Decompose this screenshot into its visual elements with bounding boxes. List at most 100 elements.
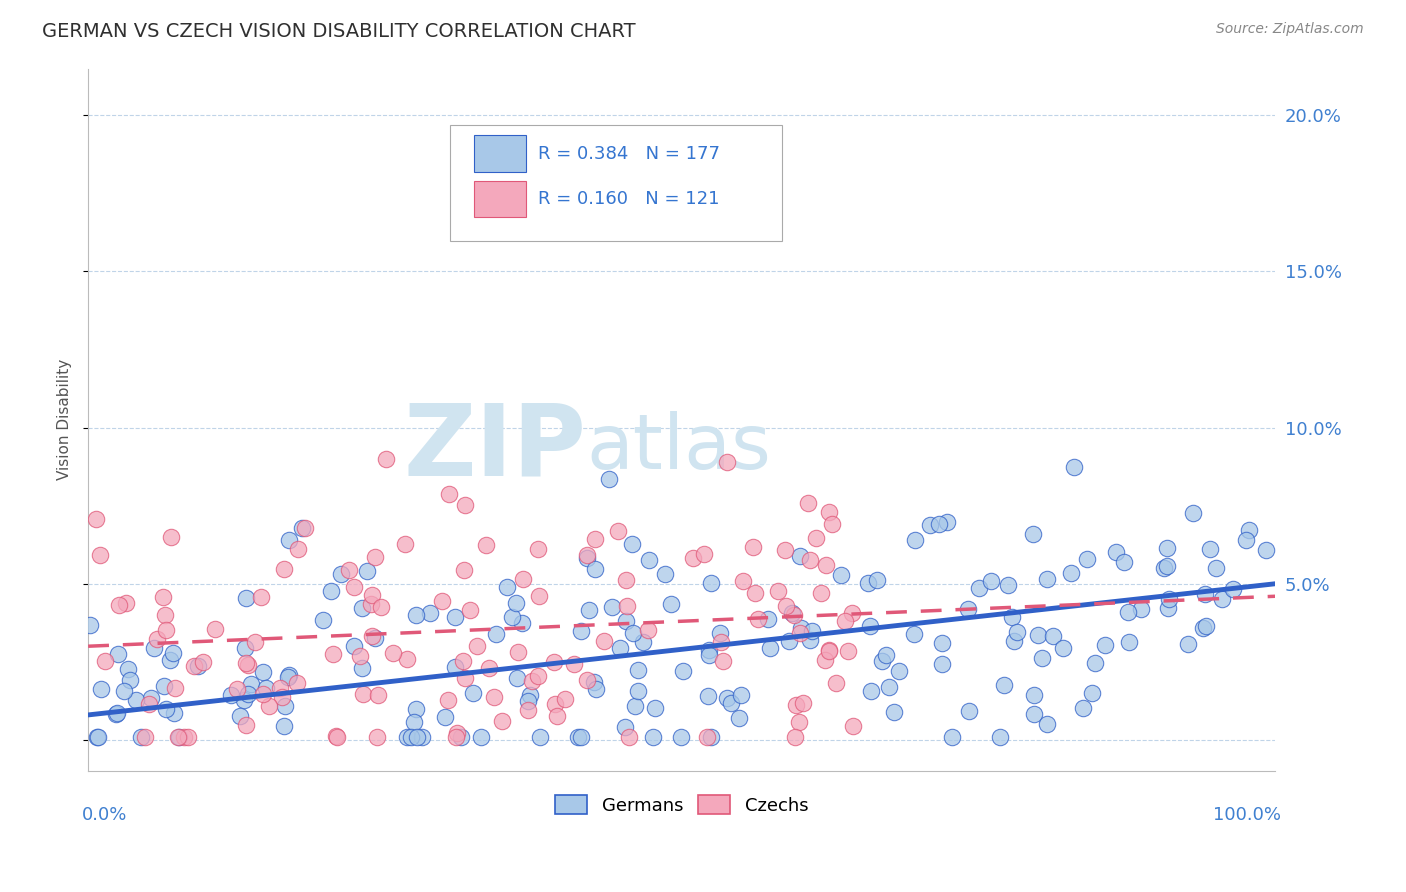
Point	[583, 532, 606, 546]
Point	[1052, 641, 1074, 656]
Point	[90, 682, 112, 697]
Point	[790, 621, 813, 635]
Point	[183, 659, 205, 673]
Point	[239, 677, 262, 691]
Point	[444, 730, 467, 744]
Point	[621, 536, 644, 550]
Point	[1222, 582, 1244, 597]
Point	[578, 603, 600, 617]
Point	[614, 573, 637, 587]
Point	[1156, 541, 1178, 556]
Text: R = 0.160   N = 121: R = 0.160 N = 121	[538, 190, 720, 208]
Point	[287, 676, 309, 690]
Point	[235, 718, 257, 732]
Point	[569, 730, 592, 744]
Point	[1036, 717, 1059, 731]
Point	[152, 590, 174, 604]
Point	[273, 562, 295, 576]
Point	[627, 663, 650, 677]
Point	[406, 730, 429, 744]
Point	[1002, 633, 1025, 648]
Point	[1191, 621, 1213, 635]
Point	[1198, 542, 1220, 557]
Point	[1060, 566, 1083, 580]
Point	[806, 531, 828, 545]
Point	[575, 551, 598, 566]
Point	[616, 599, 638, 614]
Point	[349, 648, 371, 663]
Point	[465, 639, 488, 653]
Point	[453, 563, 475, 577]
Point	[155, 702, 177, 716]
Point	[294, 521, 316, 535]
Point	[792, 696, 814, 710]
Point	[356, 564, 378, 578]
Point	[837, 644, 859, 658]
Point	[1005, 624, 1028, 639]
Point	[120, 673, 142, 687]
Point	[621, 626, 644, 640]
Point	[529, 730, 551, 744]
Point	[887, 665, 910, 679]
Point	[236, 658, 259, 673]
Point	[575, 549, 598, 563]
Point	[395, 730, 418, 744]
Point	[134, 730, 156, 744]
Point	[659, 597, 682, 611]
Point	[598, 472, 620, 486]
Point	[1063, 459, 1085, 474]
Point	[1071, 700, 1094, 714]
Point	[1112, 556, 1135, 570]
Point	[235, 591, 257, 605]
Point	[496, 580, 519, 594]
Point	[236, 687, 259, 701]
Point	[585, 682, 607, 697]
Point	[720, 696, 742, 710]
Point	[87, 730, 110, 744]
Point	[1036, 572, 1059, 586]
Text: ZIP: ZIP	[404, 400, 586, 497]
Point	[731, 574, 754, 588]
Legend: Germans, Czechs: Germans, Czechs	[548, 788, 815, 822]
Point	[1031, 651, 1053, 665]
Point	[79, 617, 101, 632]
Point	[980, 574, 1002, 589]
Point	[641, 730, 664, 744]
Point	[395, 651, 418, 665]
Point	[543, 655, 565, 669]
Point	[671, 730, 693, 744]
Point	[402, 715, 425, 730]
Point	[859, 619, 882, 633]
Text: 0.0%: 0.0%	[82, 806, 128, 824]
Point	[814, 653, 837, 667]
Point	[614, 614, 637, 628]
Point	[799, 632, 821, 647]
Point	[883, 705, 905, 719]
Point	[350, 661, 373, 675]
Point	[520, 674, 543, 689]
Text: GERMAN VS CZECH VISION DISABILITY CORRELATION CHART: GERMAN VS CZECH VISION DISABILITY CORREL…	[42, 22, 636, 41]
FancyBboxPatch shape	[474, 181, 526, 218]
Point	[221, 688, 243, 702]
Point	[321, 583, 343, 598]
Point	[322, 647, 344, 661]
Point	[506, 671, 529, 685]
Point	[1177, 637, 1199, 651]
Point	[956, 601, 979, 615]
Point	[858, 576, 880, 591]
Point	[287, 542, 309, 557]
Point	[1094, 638, 1116, 652]
Point	[145, 632, 167, 646]
Point	[516, 703, 538, 717]
Point	[818, 644, 841, 658]
Point	[367, 688, 389, 702]
Point	[562, 657, 585, 672]
Point	[89, 548, 111, 562]
Point	[730, 688, 752, 702]
Point	[232, 693, 254, 707]
Point	[163, 706, 186, 720]
Point	[360, 629, 382, 643]
Point	[627, 684, 650, 698]
Point	[870, 654, 893, 668]
Point	[699, 576, 721, 591]
